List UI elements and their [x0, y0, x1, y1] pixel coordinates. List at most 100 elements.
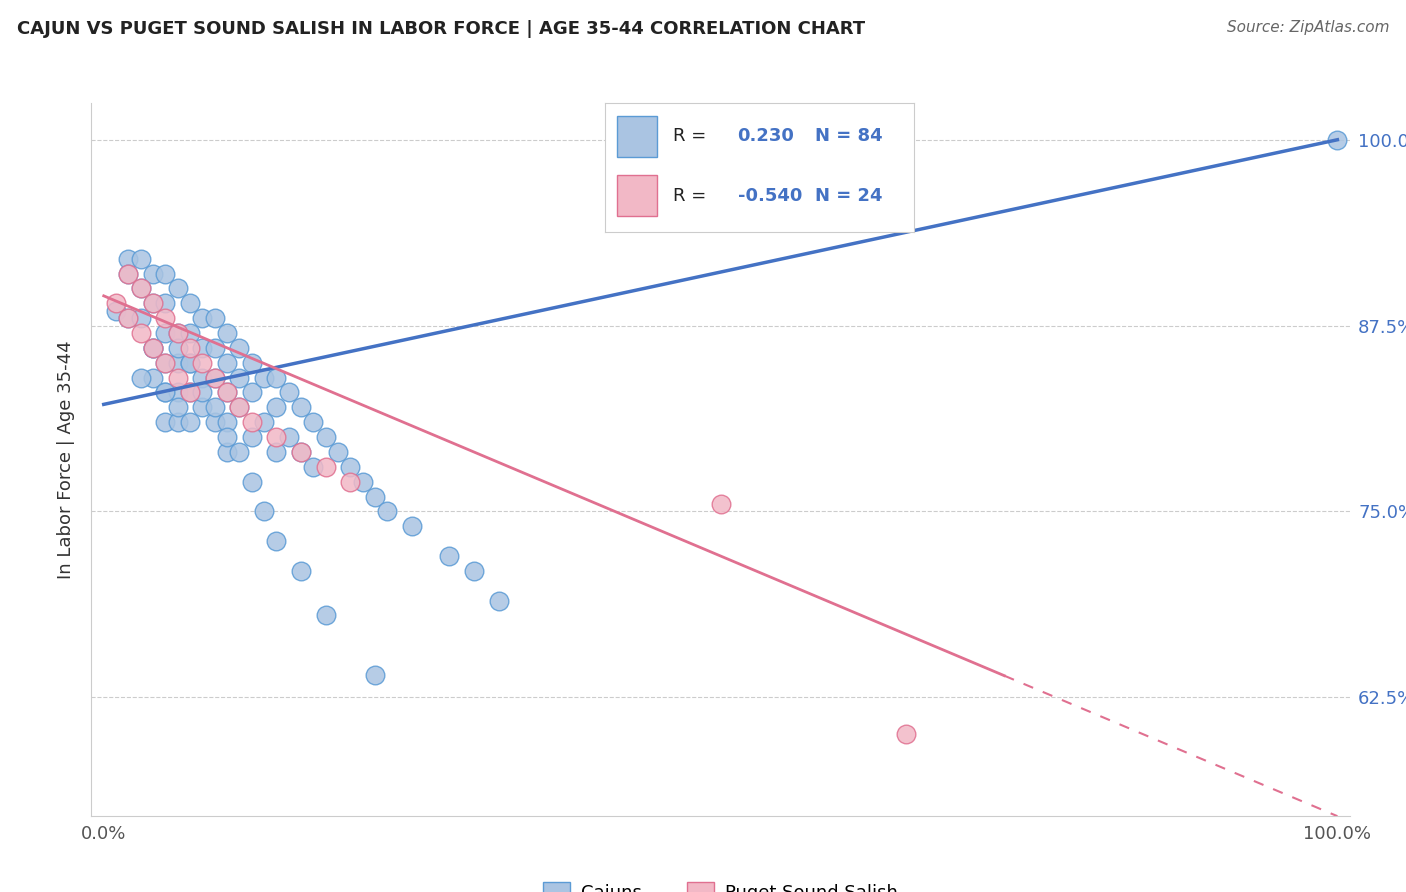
Point: [290, 445, 312, 459]
Point: [894, 727, 917, 741]
Point: [117, 267, 139, 281]
Point: [155, 356, 177, 370]
Point: [117, 311, 139, 326]
Point: [117, 311, 139, 326]
Point: [129, 252, 152, 266]
Point: [166, 341, 188, 355]
Point: [179, 356, 201, 370]
Point: [179, 326, 201, 340]
Point: [240, 475, 263, 489]
Point: [266, 430, 288, 444]
Point: [142, 370, 165, 384]
Point: [155, 296, 177, 310]
Point: [179, 296, 201, 310]
Point: [352, 475, 374, 489]
Point: [166, 415, 188, 429]
Point: [142, 296, 165, 310]
Point: [266, 370, 288, 384]
Point: [401, 519, 423, 533]
Point: [142, 341, 165, 355]
Point: [277, 430, 299, 444]
FancyBboxPatch shape: [617, 116, 657, 157]
Point: [240, 430, 263, 444]
Point: [463, 564, 485, 578]
Point: [179, 385, 201, 400]
Point: [191, 341, 214, 355]
Text: R =: R =: [672, 186, 706, 204]
Point: [253, 415, 276, 429]
Text: CAJUN VS PUGET SOUND SALISH IN LABOR FORCE | AGE 35-44 CORRELATION CHART: CAJUN VS PUGET SOUND SALISH IN LABOR FOR…: [17, 20, 865, 37]
Point: [217, 430, 239, 444]
Point: [240, 415, 263, 429]
Point: [166, 326, 188, 340]
Point: [315, 430, 337, 444]
Point: [166, 401, 188, 415]
Point: [155, 356, 177, 370]
Point: [266, 401, 288, 415]
Point: [155, 267, 177, 281]
Point: [217, 356, 239, 370]
Point: [155, 415, 177, 429]
Point: [179, 356, 201, 370]
Point: [166, 326, 188, 340]
Point: [142, 341, 165, 355]
Point: [315, 608, 337, 623]
Point: [253, 504, 276, 518]
Point: [1326, 133, 1348, 147]
Point: [290, 401, 312, 415]
Point: [191, 385, 214, 400]
Legend: Cajuns, Puget Sound Salish: Cajuns, Puget Sound Salish: [536, 875, 905, 892]
Point: [302, 459, 325, 474]
Point: [117, 267, 139, 281]
Text: R =: R =: [672, 128, 706, 145]
Text: -0.540: -0.540: [738, 186, 801, 204]
Point: [191, 370, 214, 384]
Point: [204, 311, 226, 326]
Point: [191, 401, 214, 415]
Point: [166, 281, 188, 295]
Point: [266, 534, 288, 549]
Point: [437, 549, 460, 563]
Point: [228, 445, 250, 459]
Point: [142, 296, 165, 310]
Point: [326, 445, 349, 459]
Point: [240, 385, 263, 400]
Point: [302, 415, 325, 429]
Point: [142, 267, 165, 281]
Point: [204, 370, 226, 384]
Point: [217, 415, 239, 429]
Point: [129, 281, 152, 295]
Point: [364, 668, 387, 682]
Point: [228, 341, 250, 355]
Point: [253, 370, 276, 384]
Point: [129, 326, 152, 340]
Point: [142, 341, 165, 355]
Point: [709, 497, 731, 511]
Text: N = 24: N = 24: [815, 186, 883, 204]
Point: [166, 370, 188, 384]
FancyBboxPatch shape: [617, 175, 657, 217]
Point: [339, 459, 361, 474]
Point: [228, 401, 250, 415]
Point: [217, 326, 239, 340]
Y-axis label: In Labor Force | Age 35-44: In Labor Force | Age 35-44: [56, 340, 75, 579]
Point: [155, 326, 177, 340]
Point: [204, 341, 226, 355]
Point: [377, 504, 399, 518]
Point: [217, 385, 239, 400]
Point: [228, 370, 250, 384]
Point: [117, 252, 139, 266]
Point: [228, 401, 250, 415]
Point: [290, 445, 312, 459]
Point: [488, 593, 510, 607]
Point: [166, 356, 188, 370]
Point: [105, 303, 128, 318]
Point: [364, 490, 387, 504]
Point: [129, 281, 152, 295]
Point: [179, 385, 201, 400]
Text: 0.230: 0.230: [738, 128, 794, 145]
Point: [240, 356, 263, 370]
Point: [179, 415, 201, 429]
Point: [339, 475, 361, 489]
Point: [129, 311, 152, 326]
